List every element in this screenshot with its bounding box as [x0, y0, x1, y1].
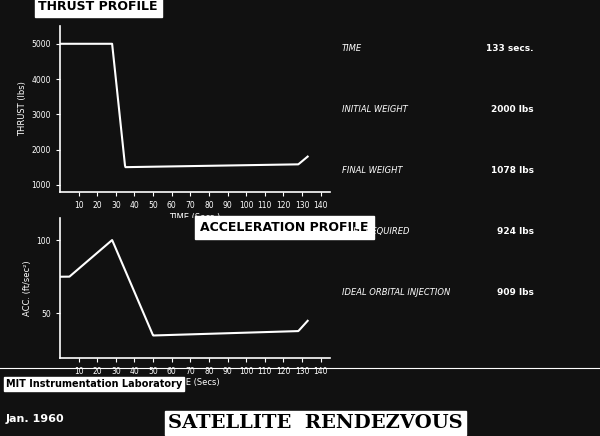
Text: INITIAL WEIGHT: INITIAL WEIGHT	[342, 105, 408, 114]
X-axis label: TIME (Secs.): TIME (Secs.)	[169, 213, 221, 221]
Text: 909 lbs: 909 lbs	[497, 288, 534, 297]
Y-axis label: ACC. (ft/sec²): ACC. (ft/sec²)	[23, 260, 32, 316]
Text: Jan. 1960: Jan. 1960	[6, 414, 65, 424]
Text: 2000 lbs: 2000 lbs	[491, 105, 534, 114]
Y-axis label: THRUST (lbs): THRUST (lbs)	[19, 82, 28, 136]
Text: MIT Instrumentation Laboratory: MIT Instrumentation Laboratory	[6, 379, 182, 389]
X-axis label: TIME (Secs): TIME (Secs)	[170, 378, 220, 387]
Text: FUEL REQUIRED: FUEL REQUIRED	[342, 227, 409, 236]
Text: SATELLITE  RENDEZVOUS: SATELLITE RENDEZVOUS	[168, 414, 463, 432]
Text: 924 lbs: 924 lbs	[497, 227, 534, 236]
Text: TIME: TIME	[342, 44, 362, 53]
Text: IDEAL ORBITAL INJECTION: IDEAL ORBITAL INJECTION	[342, 288, 450, 297]
Text: 1078 lbs: 1078 lbs	[491, 166, 534, 175]
Text: 133 secs.: 133 secs.	[487, 44, 534, 53]
Text: THRUST PROFILE: THRUST PROFILE	[38, 0, 158, 13]
Text: FINAL WEIGHT: FINAL WEIGHT	[342, 166, 403, 175]
Text: ACCELERATION PROFILE: ACCELERATION PROFILE	[200, 221, 369, 234]
